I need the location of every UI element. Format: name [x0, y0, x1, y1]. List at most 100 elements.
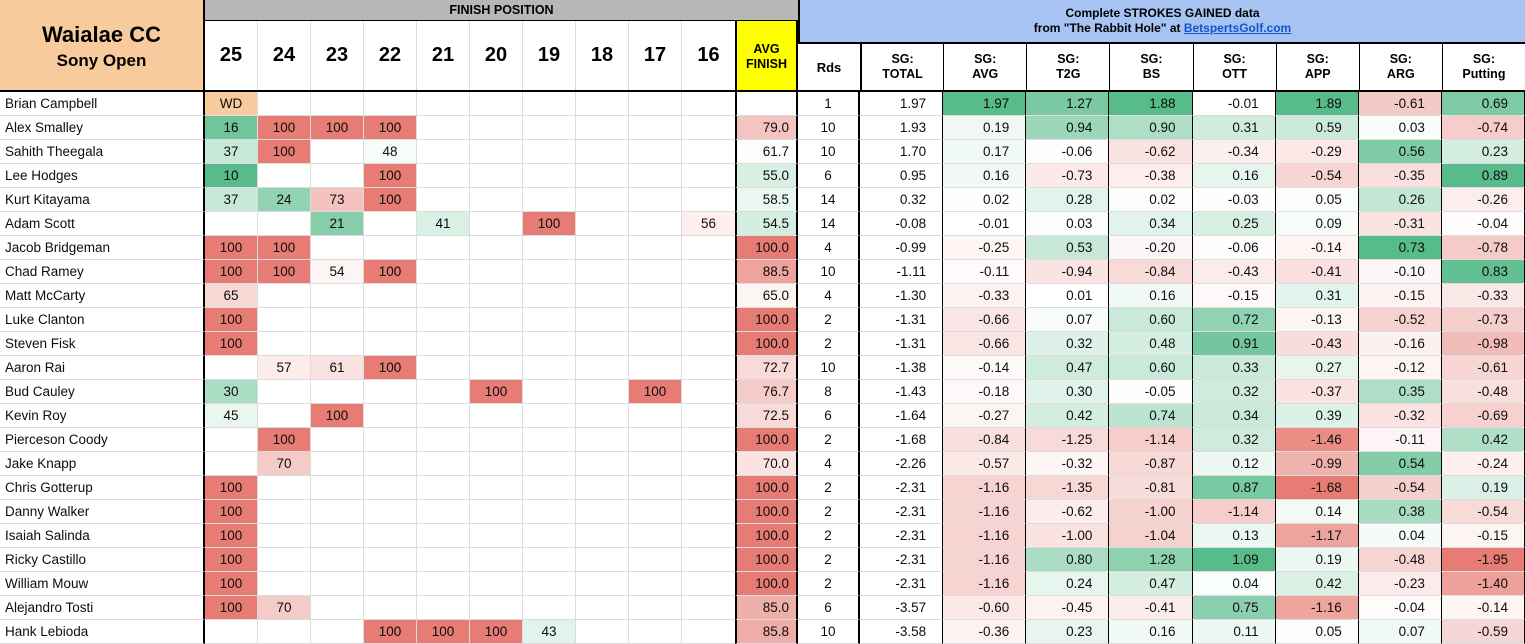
finish-cell-24[interactable]: 24: [258, 188, 311, 212]
finish-cell-18[interactable]: [576, 620, 629, 644]
sg-cell-ott[interactable]: -0.03: [1192, 188, 1276, 212]
player-name-cell[interactable]: Kevin Roy: [0, 404, 205, 428]
finish-cell-21[interactable]: [417, 476, 470, 500]
finish-cell-24[interactable]: 100: [258, 236, 311, 260]
finish-cell-16[interactable]: [682, 164, 735, 188]
finish-cell-18[interactable]: [576, 500, 629, 524]
sg-cell-arg[interactable]: 0.07: [1358, 620, 1442, 644]
finish-cell-25[interactable]: 65: [205, 284, 258, 308]
finish-cell-20[interactable]: [470, 572, 523, 596]
finish-cell-24[interactable]: [258, 380, 311, 404]
sg-header-ott[interactable]: SG: OTT: [1192, 44, 1276, 90]
sg-cell-app[interactable]: -0.54: [1275, 164, 1359, 188]
finish-cell-20[interactable]: [470, 476, 523, 500]
sg-cell-total[interactable]: -1.30: [860, 284, 944, 308]
player-name-cell[interactable]: Lee Hodges: [0, 164, 205, 188]
sg-cell-arg[interactable]: -0.15: [1358, 284, 1442, 308]
finish-cell-17[interactable]: [629, 116, 682, 140]
finish-cell-22[interactable]: [364, 452, 417, 476]
rounds-cell[interactable]: 14: [798, 212, 860, 236]
finish-cell-21[interactable]: [417, 356, 470, 380]
player-name-cell[interactable]: Bud Cauley: [0, 380, 205, 404]
sg-cell-bs[interactable]: 0.60: [1109, 356, 1193, 380]
sg-cell-total[interactable]: -0.08: [860, 212, 944, 236]
finish-cell-20[interactable]: [470, 188, 523, 212]
finish-cell-25[interactable]: 100: [205, 260, 258, 284]
sg-cell-ott[interactable]: 0.04: [1192, 572, 1276, 596]
sg-cell-total[interactable]: -2.31: [860, 476, 944, 500]
sg-cell-arg[interactable]: -0.23: [1358, 572, 1442, 596]
finish-cell-22[interactable]: [364, 596, 417, 620]
sg-cell-bs[interactable]: 0.02: [1109, 188, 1193, 212]
finish-cell-19[interactable]: [523, 524, 576, 548]
sg-cell-t2g[interactable]: 0.53: [1026, 236, 1110, 260]
avg-finish-cell[interactable]: 55.0: [735, 164, 798, 188]
finish-cell-18[interactable]: [576, 524, 629, 548]
sg-cell-bs[interactable]: 0.60: [1109, 308, 1193, 332]
finish-cell-25[interactable]: 100: [205, 476, 258, 500]
finish-cell-17[interactable]: [629, 332, 682, 356]
betspertsgolf-link[interactable]: BetspertsGolf.com: [1183, 21, 1292, 35]
sg-cell-avg[interactable]: -0.57: [943, 452, 1027, 476]
finish-cell-24[interactable]: [258, 476, 311, 500]
avg-finish-cell[interactable]: 85.0: [735, 596, 798, 620]
finish-col-header-18[interactable]: 18: [576, 21, 629, 90]
finish-cell-23[interactable]: [311, 164, 364, 188]
avg-finish-header[interactable]: AVG FINISH: [735, 21, 798, 92]
sg-cell-t2g[interactable]: -0.45: [1026, 596, 1110, 620]
sg-cell-avg[interactable]: 0.19: [943, 116, 1027, 140]
sg-cell-bs[interactable]: 0.47: [1109, 572, 1193, 596]
finish-cell-16[interactable]: [682, 428, 735, 452]
sg-header-bs[interactable]: SG: BS: [1109, 44, 1193, 90]
finish-cell-20[interactable]: [470, 524, 523, 548]
sg-cell-t2g[interactable]: -0.73: [1026, 164, 1110, 188]
sg-cell-ott[interactable]: 0.13: [1192, 524, 1276, 548]
sg-cell-app[interactable]: -0.29: [1275, 140, 1359, 164]
sg-cell-total[interactable]: -2.31: [860, 548, 944, 572]
sg-cell-ott[interactable]: 0.72: [1192, 308, 1276, 332]
finish-cell-16[interactable]: [682, 524, 735, 548]
finish-cell-16[interactable]: [682, 404, 735, 428]
sg-cell-app[interactable]: 0.27: [1275, 356, 1359, 380]
avg-finish-cell[interactable]: 79.0: [735, 116, 798, 140]
rounds-cell[interactable]: 10: [798, 356, 860, 380]
sg-header-app[interactable]: SG: APP: [1275, 44, 1359, 90]
finish-cell-21[interactable]: [417, 428, 470, 452]
rounds-cell[interactable]: 6: [798, 404, 860, 428]
finish-cell-18[interactable]: [576, 452, 629, 476]
sg-cell-arg[interactable]: -0.52: [1358, 308, 1442, 332]
finish-cell-19[interactable]: [523, 596, 576, 620]
sg-cell-total[interactable]: -3.57: [860, 596, 944, 620]
finish-cell-16[interactable]: [682, 572, 735, 596]
sg-cell-app[interactable]: -1.46: [1275, 428, 1359, 452]
finish-cell-23[interactable]: [311, 140, 364, 164]
player-name-cell[interactable]: Chad Ramey: [0, 260, 205, 284]
finish-cell-19[interactable]: [523, 236, 576, 260]
sg-cell-avg[interactable]: -1.16: [943, 500, 1027, 524]
finish-cell-19[interactable]: [523, 260, 576, 284]
player-name-cell[interactable]: Chris Gotterup: [0, 476, 205, 500]
sg-cell-avg[interactable]: -0.66: [943, 308, 1027, 332]
finish-cell-16[interactable]: [682, 476, 735, 500]
sg-cell-total[interactable]: 0.95: [860, 164, 944, 188]
sg-cell-total[interactable]: 1.97: [860, 92, 944, 116]
sg-cell-bs[interactable]: 0.90: [1109, 116, 1193, 140]
player-name-cell[interactable]: Matt McCarty: [0, 284, 205, 308]
finish-cell-20[interactable]: [470, 260, 523, 284]
finish-cell-18[interactable]: [576, 260, 629, 284]
finish-cell-21[interactable]: [417, 188, 470, 212]
finish-cell-16[interactable]: [682, 356, 735, 380]
finish-cell-22[interactable]: [364, 500, 417, 524]
finish-cell-20[interactable]: [470, 284, 523, 308]
finish-cell-23[interactable]: [311, 380, 364, 404]
player-name-cell[interactable]: Danny Walker: [0, 500, 205, 524]
sg-cell-putting[interactable]: -0.98: [1441, 332, 1525, 356]
finish-cell-22[interactable]: [364, 476, 417, 500]
sg-cell-bs[interactable]: -0.62: [1109, 140, 1193, 164]
finish-cell-22[interactable]: 100: [364, 116, 417, 140]
sg-cell-ott[interactable]: -0.06: [1192, 236, 1276, 260]
finish-cell-18[interactable]: [576, 116, 629, 140]
finish-cell-22[interactable]: [364, 332, 417, 356]
finish-cell-22[interactable]: [364, 284, 417, 308]
finish-cell-23[interactable]: [311, 476, 364, 500]
